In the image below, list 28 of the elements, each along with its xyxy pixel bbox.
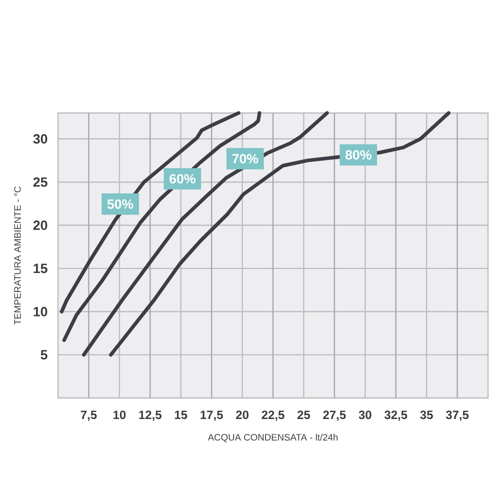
x-tick-label: 22,5	[262, 410, 284, 421]
x-tick-label: 17,5	[200, 410, 223, 421]
x-tick-label: 20	[236, 410, 248, 420]
x-axis-title: ACQUA CONDENSATA - lt/24h	[208, 434, 338, 442]
y-tick-label: 20	[33, 220, 48, 230]
y-tick-label: 5	[40, 350, 48, 360]
y-tick-label: 30	[33, 134, 48, 144]
line-series	[109, 111, 450, 357]
x-tick-label: 27,5	[323, 410, 346, 421]
y-tick-label: 25	[33, 177, 48, 187]
x-tick-label: 25	[297, 410, 310, 420]
x-tick-label: 37,5	[446, 410, 469, 421]
y-axis-title: TEMPERATURA AMBIENTE - °C	[14, 186, 21, 325]
x-tick-label: 35	[420, 410, 433, 420]
x-tick-label: 15	[174, 410, 188, 420]
x-tick-label: 12,5	[139, 410, 162, 421]
line-series	[62, 111, 262, 342]
x-tick-label: 32,5	[384, 410, 408, 421]
y-tick-label: 15	[34, 264, 48, 274]
x-tick-label: 10	[114, 410, 126, 420]
series-label: 50%	[107, 199, 134, 209]
x-tick-label: 30	[358, 410, 372, 420]
line-series	[82, 111, 329, 357]
x-tick-label: 7,5	[80, 410, 97, 421]
series-label: 80%	[345, 150, 372, 160]
y-tick-label: 10	[34, 306, 48, 316]
series-label: 70%	[232, 154, 258, 164]
series-label: 60%	[170, 174, 196, 184]
